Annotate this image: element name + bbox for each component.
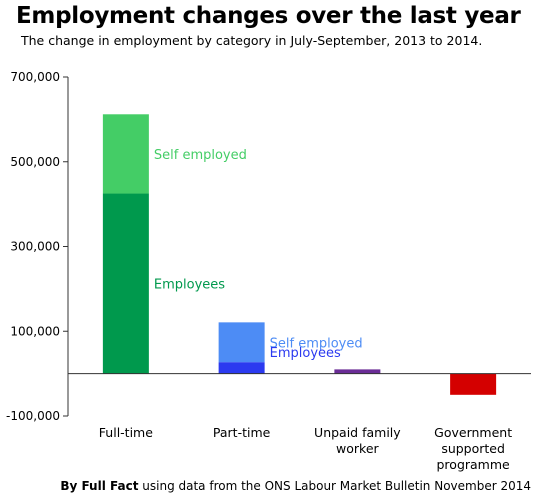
chart-title: Employment changes over the last year xyxy=(16,3,521,29)
category-label: supported xyxy=(441,441,505,456)
bar-employees xyxy=(450,373,497,395)
bar-employees xyxy=(102,193,149,374)
data-label: Self employed xyxy=(270,336,363,351)
y-tick-label: 100,000 xyxy=(10,324,60,338)
category-label: Full-time xyxy=(99,425,153,440)
category-label: worker xyxy=(336,441,379,456)
source-author: By Full Fact xyxy=(60,479,139,493)
data-label: Employees xyxy=(270,346,341,361)
bar-employees xyxy=(334,369,381,374)
bar-employees xyxy=(218,362,265,374)
category-label: Part-time xyxy=(213,425,271,440)
chart-subtitle: The change in employment by category in … xyxy=(21,33,483,48)
category-label: Government xyxy=(434,425,512,440)
y-tick-label: 700,000 xyxy=(10,70,60,84)
y-tick-label: 500,000 xyxy=(10,155,60,169)
data-label: Employees xyxy=(154,278,225,293)
y-tick-label: 300,000 xyxy=(10,240,60,254)
data-label: Self employed xyxy=(154,148,247,163)
source-footer: By Full Fact using data from the ONS Lab… xyxy=(60,479,531,493)
y-tick-label: -100,000 xyxy=(6,409,60,423)
bar-self-employed xyxy=(102,114,149,194)
source-text: using data from the ONS Labour Market Bu… xyxy=(142,479,531,493)
category-label: programme xyxy=(437,457,511,472)
category-label: Unpaid family xyxy=(314,425,401,440)
bar-self-employed xyxy=(218,322,265,363)
